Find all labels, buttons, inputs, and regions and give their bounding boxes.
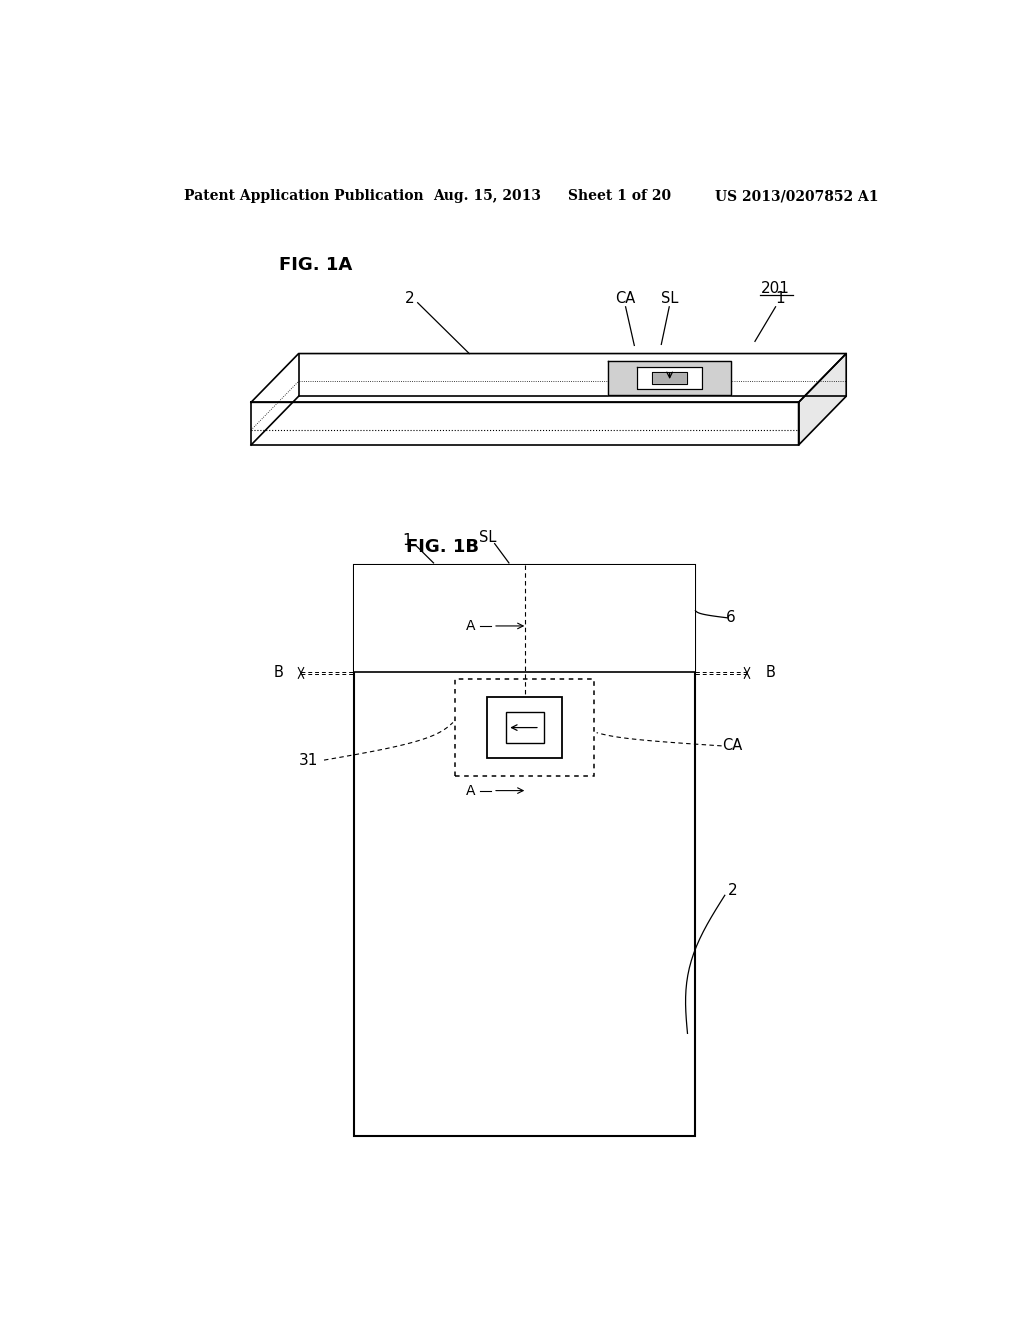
- Bar: [506, 713, 544, 743]
- Text: Aug. 15, 2013: Aug. 15, 2013: [433, 189, 542, 203]
- Text: A: A: [466, 784, 475, 797]
- Polygon shape: [251, 354, 846, 403]
- Polygon shape: [652, 372, 687, 384]
- Polygon shape: [608, 360, 731, 395]
- Text: 2: 2: [404, 292, 415, 306]
- Bar: [354, 565, 695, 672]
- Text: US 2013/0207852 A1: US 2013/0207852 A1: [715, 189, 879, 203]
- Bar: [456, 680, 594, 776]
- Polygon shape: [638, 367, 701, 389]
- Text: Patent Application Publication: Patent Application Publication: [183, 189, 423, 203]
- Text: CA: CA: [723, 738, 742, 754]
- Polygon shape: [799, 354, 846, 445]
- Text: B: B: [273, 665, 284, 680]
- Text: A: A: [466, 619, 475, 634]
- Text: CA: CA: [615, 292, 636, 306]
- Text: SL: SL: [479, 531, 497, 545]
- Bar: [487, 697, 562, 758]
- Text: B: B: [766, 665, 776, 680]
- Text: 6: 6: [726, 610, 736, 626]
- Text: 1: 1: [402, 533, 412, 548]
- Text: Sheet 1 of 20: Sheet 1 of 20: [568, 189, 672, 203]
- Text: SL: SL: [662, 292, 679, 306]
- Text: FIG. 1B: FIG. 1B: [406, 537, 479, 556]
- Bar: [354, 565, 695, 1137]
- Polygon shape: [251, 403, 799, 445]
- Text: 1: 1: [775, 292, 785, 306]
- Text: 2: 2: [728, 883, 737, 898]
- Text: FIG. 1A: FIG. 1A: [279, 256, 352, 275]
- Text: 201: 201: [761, 281, 790, 296]
- Text: 31: 31: [299, 752, 318, 768]
